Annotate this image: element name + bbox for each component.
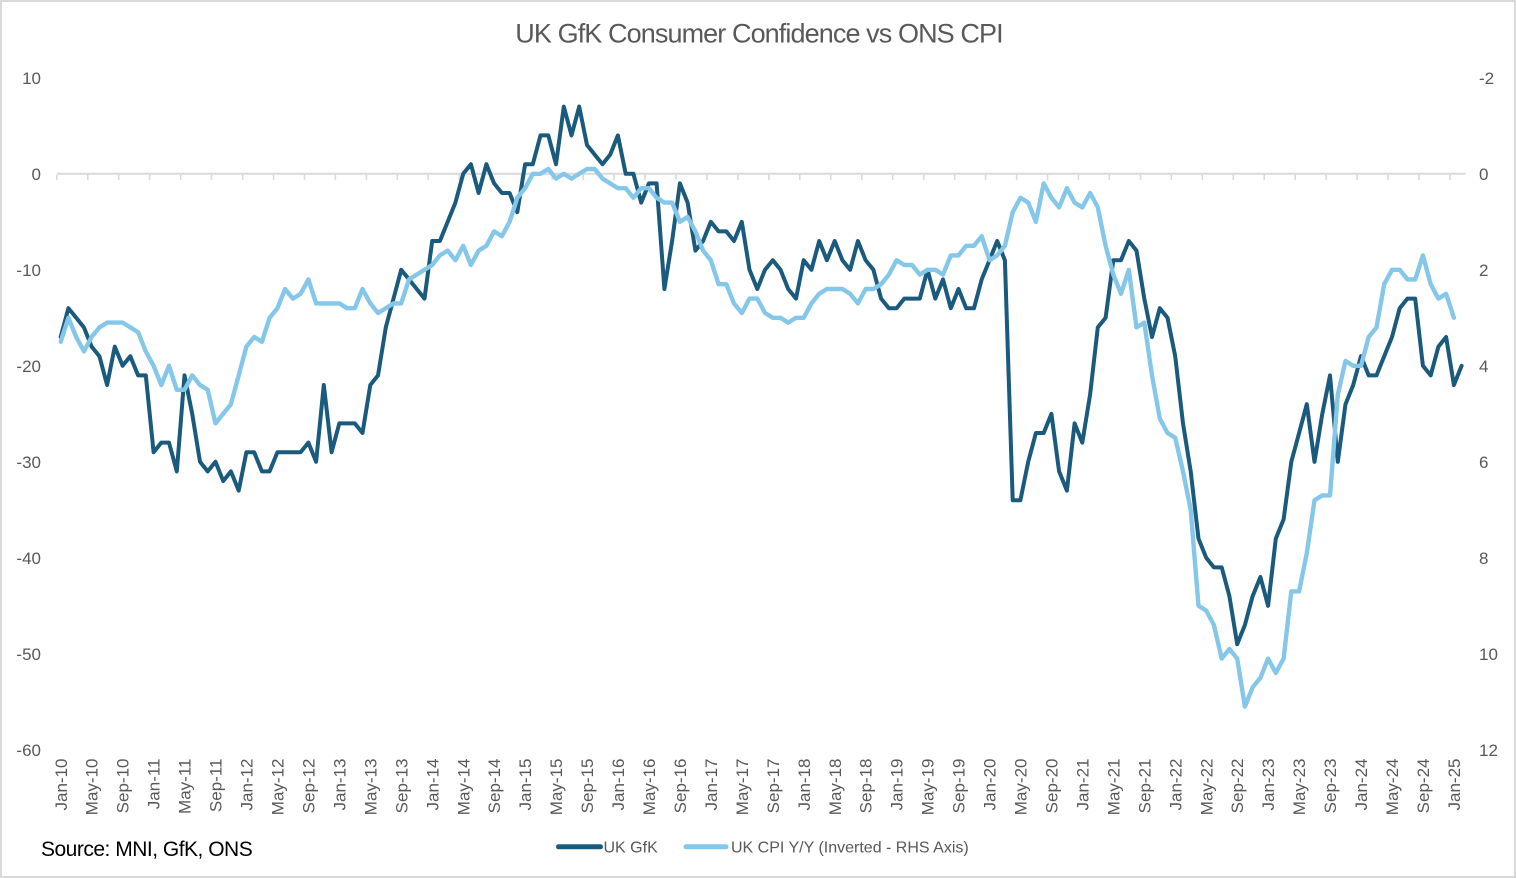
svg-text:Jan-20: Jan-20 — [981, 759, 1000, 811]
svg-text:-2: -2 — [1479, 69, 1494, 88]
svg-text:May-24: May-24 — [1383, 759, 1402, 816]
svg-text:-10: -10 — [16, 261, 41, 280]
svg-text:Jan-14: Jan-14 — [423, 759, 442, 811]
svg-text:Jan-22: Jan-22 — [1166, 759, 1185, 811]
svg-text:10: 10 — [1479, 645, 1498, 664]
svg-text:May-23: May-23 — [1290, 759, 1309, 816]
svg-text:-50: -50 — [16, 645, 41, 664]
svg-text:May-14: May-14 — [454, 759, 473, 816]
svg-text:Jan-10: Jan-10 — [52, 759, 71, 811]
svg-text:May-12: May-12 — [269, 759, 288, 816]
svg-text:Sep-14: Sep-14 — [485, 759, 504, 814]
svg-text:Sep-20: Sep-20 — [1043, 759, 1062, 814]
svg-text:May-15: May-15 — [547, 759, 566, 816]
svg-text:May-20: May-20 — [1012, 759, 1031, 816]
svg-text:Sep-18: Sep-18 — [857, 759, 876, 814]
svg-text:May-18: May-18 — [826, 759, 845, 816]
svg-text:Jan-17: Jan-17 — [702, 759, 721, 811]
svg-text:-60: -60 — [16, 741, 41, 760]
svg-text:2: 2 — [1479, 261, 1488, 280]
svg-text:Sep-12: Sep-12 — [300, 759, 319, 814]
svg-text:Jan-19: Jan-19 — [888, 759, 907, 811]
svg-text:May-17: May-17 — [733, 759, 752, 816]
svg-text:Jan-13: Jan-13 — [330, 759, 349, 811]
svg-text:Jan-16: Jan-16 — [609, 759, 628, 811]
svg-text:0: 0 — [1479, 165, 1488, 184]
svg-text:0: 0 — [32, 165, 41, 184]
svg-text:8: 8 — [1479, 549, 1488, 568]
svg-text:May-19: May-19 — [919, 759, 938, 816]
svg-text:May-16: May-16 — [640, 759, 659, 816]
svg-text:May-10: May-10 — [83, 759, 102, 816]
svg-text:Sep-13: Sep-13 — [392, 759, 411, 814]
svg-text:Sep-19: Sep-19 — [950, 759, 969, 814]
svg-text:Source: MNI, GfK, ONS: Source: MNI, GfK, ONS — [41, 838, 253, 861]
svg-text:6: 6 — [1479, 453, 1488, 472]
svg-text:Jan-11: Jan-11 — [145, 759, 164, 810]
svg-text:Sep-22: Sep-22 — [1228, 759, 1247, 814]
svg-text:Jan-21: Jan-21 — [1073, 759, 1092, 811]
svg-text:-20: -20 — [16, 357, 41, 376]
svg-text:4: 4 — [1479, 357, 1488, 376]
svg-text:12: 12 — [1479, 741, 1498, 760]
svg-text:Sep-24: Sep-24 — [1414, 759, 1433, 814]
svg-text:10: 10 — [22, 69, 41, 88]
svg-text:May-22: May-22 — [1197, 759, 1216, 816]
svg-text:Jan-15: Jan-15 — [516, 759, 535, 811]
svg-text:Sep-21: Sep-21 — [1135, 759, 1154, 814]
svg-text:Sep-10: Sep-10 — [114, 759, 133, 814]
svg-text:Jan-12: Jan-12 — [238, 759, 257, 811]
svg-text:Sep-23: Sep-23 — [1321, 759, 1340, 814]
svg-text:May-21: May-21 — [1104, 759, 1123, 816]
svg-text:May-13: May-13 — [361, 759, 380, 816]
svg-text:Sep-17: Sep-17 — [764, 759, 783, 814]
svg-text:UK CPI Y/Y (Inverted - RHS Axi: UK CPI Y/Y (Inverted - RHS Axis) — [731, 839, 969, 856]
svg-text:Jan-24: Jan-24 — [1352, 759, 1371, 811]
svg-text:Jan-23: Jan-23 — [1259, 759, 1278, 811]
svg-text:Sep-15: Sep-15 — [578, 759, 597, 814]
svg-text:-40: -40 — [16, 549, 41, 568]
svg-text:UK GfK: UK GfK — [604, 839, 659, 856]
svg-text:Sep-16: Sep-16 — [671, 759, 690, 814]
svg-text:Jan-18: Jan-18 — [795, 759, 814, 811]
svg-text:UK GfK Consumer Confidence vs: UK GfK Consumer Confidence vs ONS CPI — [515, 19, 1002, 49]
svg-text:-30: -30 — [16, 453, 41, 472]
svg-text:Sep-11: Sep-11 — [207, 759, 226, 813]
svg-text:Jan-25: Jan-25 — [1445, 759, 1464, 811]
svg-text:May-11: May-11 — [176, 759, 195, 814]
